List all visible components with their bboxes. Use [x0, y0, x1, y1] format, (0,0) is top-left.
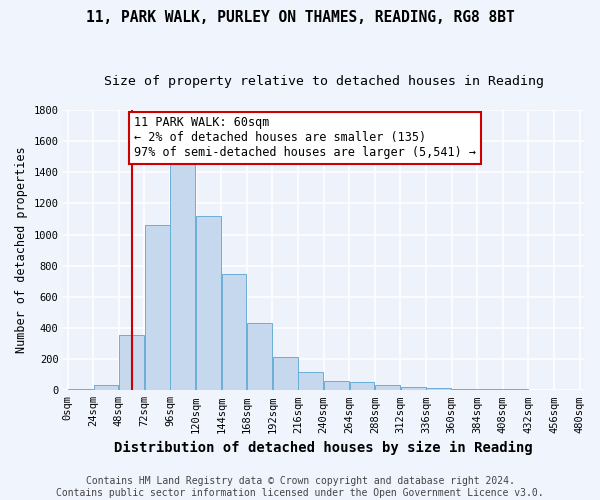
Bar: [324, 381, 349, 390]
Bar: [170, 163, 195, 390]
Bar: [94, 386, 118, 390]
Title: Size of property relative to detached houses in Reading: Size of property relative to detached ho…: [104, 75, 544, 88]
Bar: [350, 382, 374, 390]
Bar: [196, 216, 221, 390]
Bar: [247, 323, 272, 390]
Bar: [427, 388, 451, 390]
Y-axis label: Number of detached properties: Number of detached properties: [15, 147, 28, 354]
Bar: [145, 225, 170, 390]
Bar: [298, 372, 323, 390]
Text: 11 PARK WALK: 60sqm
← 2% of detached houses are smaller (135)
97% of semi-detach: 11 PARK WALK: 60sqm ← 2% of detached hou…: [134, 116, 476, 159]
Text: 11, PARK WALK, PURLEY ON THAMES, READING, RG8 8BT: 11, PARK WALK, PURLEY ON THAMES, READING…: [86, 10, 514, 25]
X-axis label: Distribution of detached houses by size in Reading: Distribution of detached houses by size …: [114, 441, 533, 455]
Bar: [401, 387, 425, 390]
Text: Contains HM Land Registry data © Crown copyright and database right 2024.
Contai: Contains HM Land Registry data © Crown c…: [56, 476, 544, 498]
Bar: [221, 274, 247, 390]
Bar: [273, 356, 298, 390]
Bar: [375, 384, 400, 390]
Bar: [119, 335, 144, 390]
